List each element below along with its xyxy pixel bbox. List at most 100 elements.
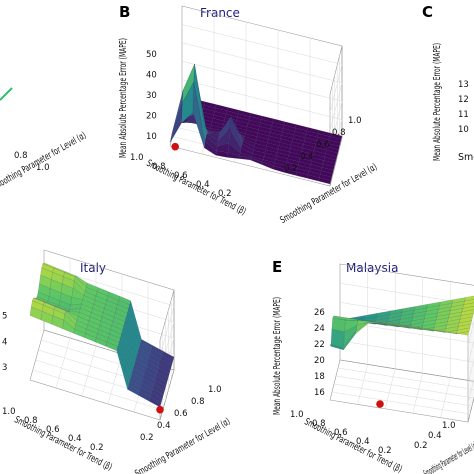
x-tick-label: 0.6 [174, 409, 188, 419]
surface-cell [322, 160, 336, 168]
min-point-marker [156, 405, 164, 414]
x-tick-label: 0.4 [428, 431, 442, 441]
x-tick-label: 1.0 [36, 163, 50, 173]
surface-cell [206, 133, 220, 141]
surface-cell [137, 347, 151, 359]
surface-cell [292, 134, 306, 142]
surface-cell [139, 386, 152, 398]
surface-cell [192, 81, 206, 148]
surface-cell [279, 138, 293, 146]
surface-cell [140, 339, 153, 350]
pane-floor [329, 359, 474, 423]
surface-cell [431, 329, 445, 333]
surface-cell [271, 121, 285, 129]
grid-line [38, 310, 169, 391]
surface-cell [50, 279, 63, 294]
surface-cell [274, 159, 288, 166]
y-tick-label: 0.8 [312, 419, 326, 429]
min-point-marker [376, 400, 384, 408]
surface-cell [419, 328, 434, 332]
z-tick-label: 24 [314, 324, 325, 334]
surface-cell [382, 322, 397, 326]
surface-cell [306, 174, 320, 182]
x-tick-label: 0.6 [316, 140, 330, 150]
surface-cell [215, 151, 229, 158]
surface-cell [406, 325, 420, 329]
surface-cell [38, 283, 51, 297]
z-axis-label: Mean Absolute Percentage Error (MAPE) [272, 297, 283, 415]
grid-line [181, 60, 343, 150]
surface-cell [63, 313, 76, 330]
surface-cell [29, 306, 43, 321]
surface-cell [157, 367, 170, 379]
panel-b-france: B France10203040501.00.80.60.40.20.20.40.… [118, 3, 379, 226]
surface-cell [259, 122, 272, 130]
x-tick-label: 1.0 [442, 421, 456, 431]
surface-cell [250, 156, 264, 163]
x-tick-label: 0.4 [157, 421, 171, 431]
surface-cell [443, 329, 458, 334]
surface-cell [40, 267, 53, 280]
x-axis-label: Smoothing Parameter for Level (α) [0, 130, 88, 194]
grid-line [339, 282, 474, 346]
surface-cell [36, 291, 50, 302]
chart-title: Malaysia [346, 261, 398, 275]
surface-cell [150, 392, 163, 404]
surface-cell [138, 390, 151, 402]
surface-cell [216, 142, 230, 153]
surface-cell [320, 170, 333, 178]
chart-title: France [200, 6, 240, 20]
grid-line [41, 300, 172, 381]
surface-cell [181, 81, 194, 124]
z-tick-label: 20 [146, 111, 157, 121]
z-tick-label: 16 [314, 388, 325, 398]
grid-line [35, 320, 166, 401]
x-tick-label: 1.0 [208, 385, 222, 395]
surface-cell [299, 154, 313, 162]
min-point-marker [171, 142, 179, 151]
surface-cell [460, 309, 474, 316]
surface-cell [133, 364, 146, 375]
surface-cell [407, 326, 422, 330]
y-tick-label: 1.0 [130, 153, 144, 163]
z-tick-label: 4 [2, 337, 7, 347]
grid-line [384, 272, 396, 409]
surface-cell [55, 306, 68, 312]
surface-cell [426, 301, 441, 309]
surface-cell [248, 116, 262, 124]
surface-cell [445, 322, 460, 330]
grid-line [43, 265, 175, 357]
z-tick-label: 50 [146, 50, 157, 60]
y-tick-label: 0.6 [46, 425, 60, 435]
surface-cell [285, 161, 299, 169]
z-tick-label: 11 [458, 110, 469, 120]
surface-cell [52, 309, 65, 321]
surface-cell [265, 145, 279, 153]
surface-cell [60, 283, 74, 298]
z-tick-label: 10 [146, 132, 157, 142]
z-tick-label: 5 [2, 311, 7, 321]
surface-cell [32, 297, 45, 306]
surface-cell [291, 137, 305, 145]
surface-edge [0, 87, 13, 101]
grid-line [333, 310, 473, 407]
surface-cell [39, 274, 52, 289]
surface-cell [463, 299, 474, 305]
surface-cell [330, 328, 345, 350]
grid-line [331, 318, 471, 415]
surface-cell [329, 344, 344, 350]
surface-cell [41, 263, 54, 273]
surface-cell [204, 140, 217, 156]
y-tick-label: 0.4 [356, 437, 370, 447]
surface-cell [309, 164, 323, 172]
panel-letter-c: C [422, 3, 433, 21]
surface-cell [153, 380, 167, 391]
surface-cell [406, 326, 421, 330]
surface-cell [328, 136, 342, 144]
z-tick-label: 18 [314, 372, 325, 382]
x-tick-label: 0.4 [300, 152, 314, 162]
y-tick-label: 0.2 [378, 446, 392, 456]
grid-line [335, 302, 474, 399]
surface-cell [261, 161, 274, 170]
